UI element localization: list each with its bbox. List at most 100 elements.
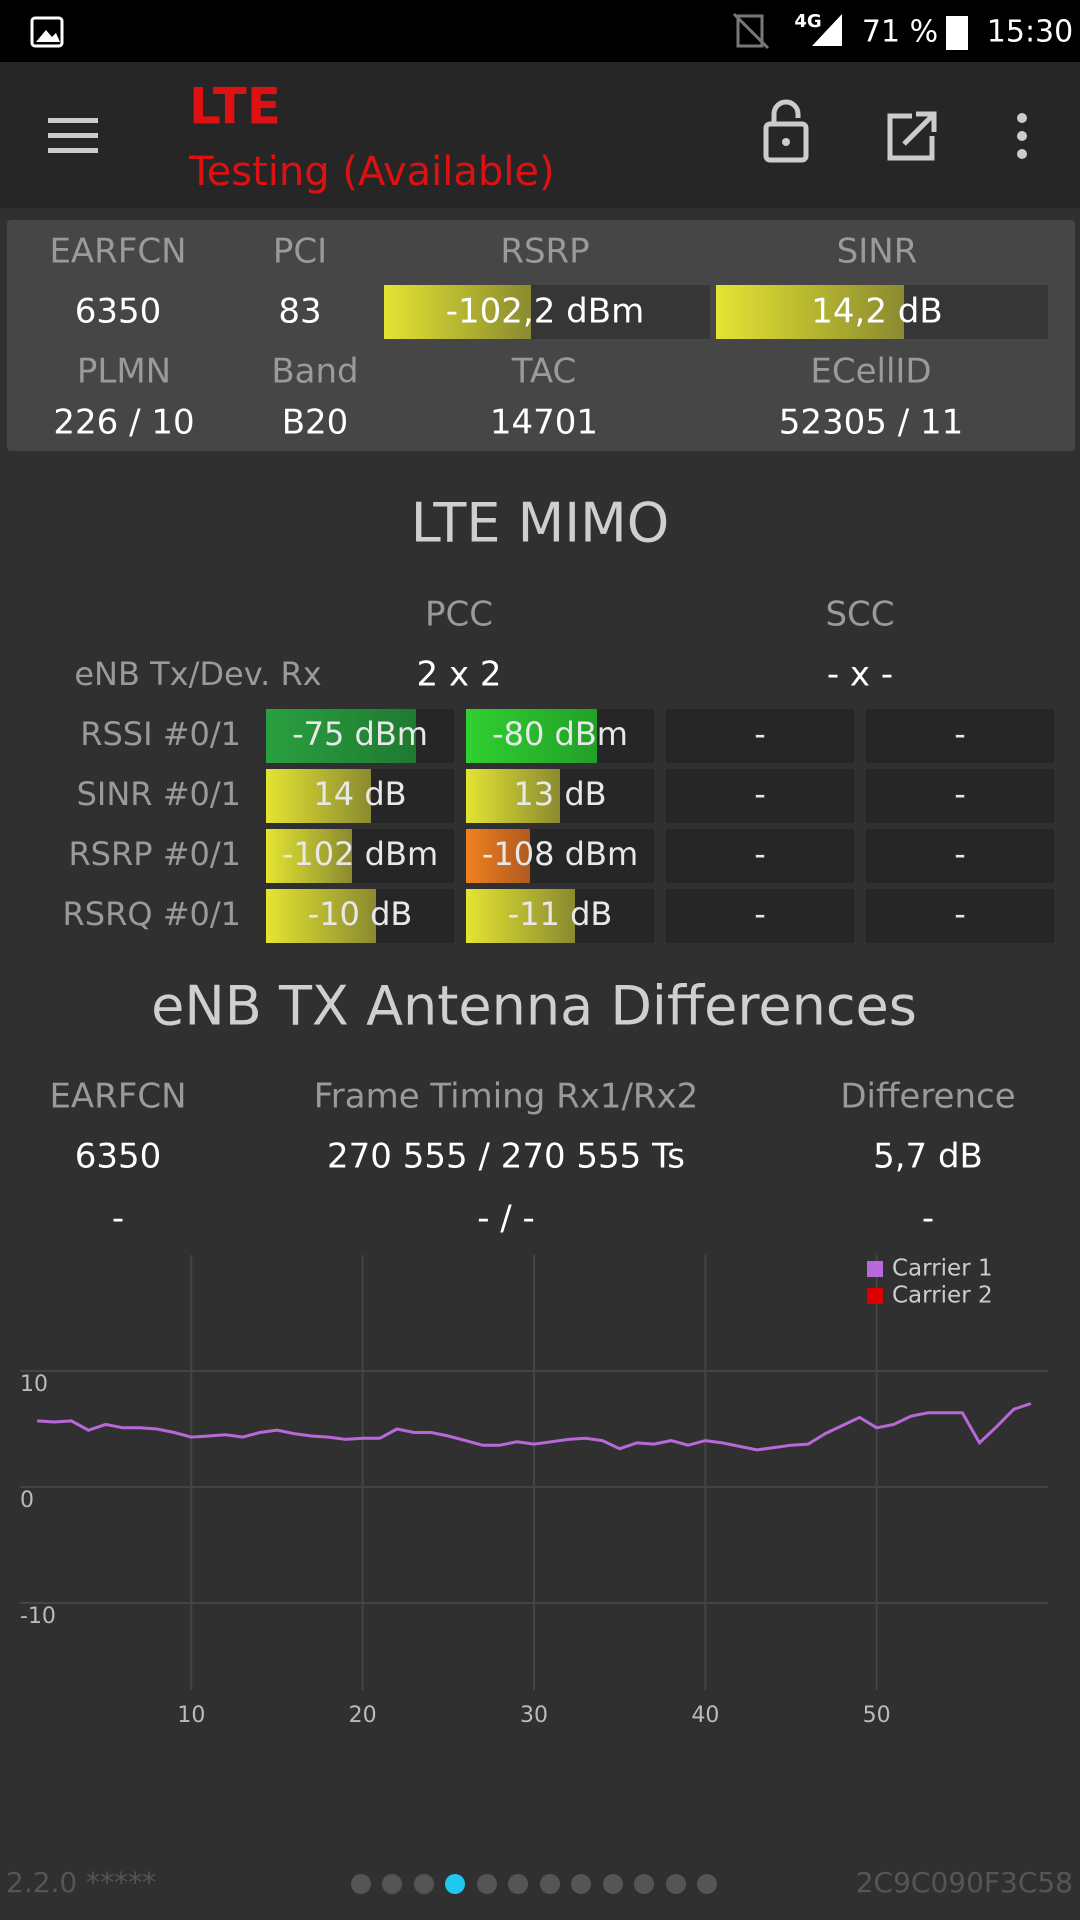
signal-icon xyxy=(812,14,842,46)
x-tick-label: 10 xyxy=(177,1703,205,1728)
page-dot[interactable] xyxy=(414,1874,434,1894)
cell-background xyxy=(866,769,1054,823)
lock-body xyxy=(763,121,809,163)
sim-icon xyxy=(736,14,764,48)
page-dot[interactable] xyxy=(477,1874,497,1894)
page-dot[interactable] xyxy=(351,1874,371,1894)
info-header: TAC xyxy=(511,352,577,392)
cell-value: -80 dBm xyxy=(492,715,628,753)
app-subtitle: Testing (Available) xyxy=(188,149,555,195)
cell-value: -102 dBm xyxy=(282,835,438,873)
section-title: eNB TX Antenna Differences xyxy=(151,975,917,1038)
info-header: EARFCN xyxy=(49,232,186,272)
page-dot[interactable] xyxy=(697,1874,717,1894)
lock-shackle xyxy=(771,99,801,124)
info-header: ECellID xyxy=(810,352,931,392)
gallery-icon-shape xyxy=(36,30,60,42)
row-label: RSRQ #0/1 xyxy=(63,895,241,933)
cell-bar xyxy=(266,889,376,943)
cell-value: -10 dB xyxy=(308,895,413,933)
antenna-header: Frame Timing Rx1/Rx2 xyxy=(314,1077,699,1117)
cell-bar xyxy=(466,769,560,823)
antenna-header: EARFCN xyxy=(49,1077,186,1117)
page-dot[interactable] xyxy=(382,1874,402,1894)
rsrp-bar xyxy=(384,285,531,339)
section-title: LTE MIMO xyxy=(411,492,670,555)
cell-value: - xyxy=(954,715,966,753)
cell-value: - xyxy=(754,895,766,933)
legend-swatch xyxy=(867,1288,883,1304)
column-header: PCC xyxy=(425,595,493,635)
cell-background xyxy=(666,889,854,943)
antenna-value: - xyxy=(112,1199,124,1239)
cell-background xyxy=(866,829,1054,883)
page-dot[interactable] xyxy=(666,1874,686,1894)
antenna-value: - xyxy=(922,1199,934,1239)
page-indicator[interactable] xyxy=(351,1874,717,1894)
app-title: LTE xyxy=(189,78,281,136)
battery-icon xyxy=(946,16,968,50)
cell-background xyxy=(866,889,1054,943)
legend-label: Carrier 1 xyxy=(892,1256,993,1282)
device-id: 2C9C090F3C58 xyxy=(856,1866,1073,1899)
app-version: 2.2.0 ***** xyxy=(6,1866,156,1899)
page-dot[interactable] xyxy=(508,1874,528,1894)
config-value: 2 x 2 xyxy=(417,655,502,695)
info-value: B20 xyxy=(282,403,349,443)
page-dot[interactable] xyxy=(540,1874,560,1894)
menu-line xyxy=(48,148,98,153)
open-external-button[interactable] xyxy=(887,111,937,161)
clock: 15:30 xyxy=(987,15,1073,50)
x-tick-label: 50 xyxy=(863,1703,891,1728)
dot xyxy=(1017,113,1027,123)
x-tick-label: 20 xyxy=(349,1703,377,1728)
y-tick-label: 10 xyxy=(20,1372,48,1397)
external-arrow xyxy=(902,111,937,146)
cell-value: - xyxy=(954,835,966,873)
dot xyxy=(1017,149,1027,159)
x-tick-label: 30 xyxy=(520,1703,548,1728)
cell-value: 14 dB xyxy=(313,775,406,813)
network-type: 4G xyxy=(794,11,821,32)
info-value: 6350 xyxy=(75,292,162,332)
cell-value: - xyxy=(754,835,766,873)
cell-value: -75 dBm xyxy=(292,715,428,753)
cell-bar xyxy=(266,769,371,823)
cell-value: - xyxy=(754,775,766,813)
antenna-value: 6350 xyxy=(75,1137,162,1177)
antenna-value: 5,7 dB xyxy=(873,1137,983,1177)
overflow-button[interactable] xyxy=(1017,113,1027,159)
page-dot-active[interactable] xyxy=(445,1874,465,1894)
info-header: PLMN xyxy=(77,352,171,392)
info-value: 83 xyxy=(278,292,321,332)
cell-value: - xyxy=(754,715,766,753)
menu-line xyxy=(48,133,98,138)
row-label: RSSI #0/1 xyxy=(80,715,241,753)
page-dot[interactable] xyxy=(634,1874,654,1894)
cell-bar xyxy=(466,709,597,763)
page-dot[interactable] xyxy=(603,1874,623,1894)
lock-button[interactable] xyxy=(763,99,809,163)
legend-label: Carrier 2 xyxy=(892,1283,993,1309)
sim-slash xyxy=(732,12,770,50)
config-value: - x - xyxy=(827,655,893,695)
info-header: SINR xyxy=(837,232,918,272)
page-dot[interactable] xyxy=(571,1874,591,1894)
y-tick-label: 0 xyxy=(20,1488,34,1513)
column-header: SCC xyxy=(825,595,894,635)
cell-value: -108 dBm xyxy=(482,835,638,873)
cell-background xyxy=(666,769,854,823)
data-line xyxy=(37,1402,1032,1452)
battery-level: 71 % xyxy=(862,15,938,50)
info-value: -102,2 dBm xyxy=(446,292,644,332)
cell-background xyxy=(666,829,854,883)
cell-bar xyxy=(466,889,575,943)
lock-dot xyxy=(782,138,790,146)
antenna-value: 270 555 / 270 555 Ts xyxy=(327,1137,685,1177)
info-value: 14,2 dB xyxy=(811,292,942,332)
info-header: PCI xyxy=(273,232,327,272)
cell-value: - xyxy=(954,775,966,813)
menu-button[interactable] xyxy=(48,118,98,153)
cell-bar xyxy=(466,829,530,883)
